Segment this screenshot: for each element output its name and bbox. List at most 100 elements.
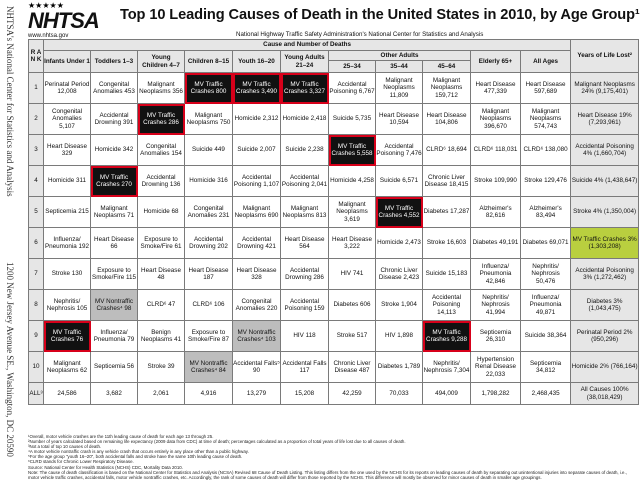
- rank-cell: 5: [28, 196, 44, 228]
- table-cell: Diabetes 1,789: [375, 351, 423, 383]
- table-cell: CLRD⁶ 18,694: [422, 134, 471, 166]
- table-row: 8 Nephritis/ Nephrosis 105 MV Nontraffic C…: [28, 289, 640, 321]
- table-cell: MV Traffic Crashes 800: [184, 72, 233, 104]
- table-cell: Homicide 2,418: [280, 103, 329, 135]
- table-cell: Stroke 1,904: [375, 289, 423, 321]
- footnote: ²Number of years calculated based on rem…: [28, 439, 406, 445]
- table-cell-total: 42,259: [328, 382, 376, 405]
- table-cell: HIV 741: [328, 258, 376, 290]
- table-cell: Heart Disease 564: [280, 227, 329, 259]
- table-cell: Congenital Anomalies 220: [232, 289, 281, 321]
- col-header-45-64: 45–64: [422, 60, 471, 73]
- table-cell: Heart Disease 10,594: [375, 103, 423, 135]
- rank-cell: 1: [28, 72, 44, 104]
- table-cell: Homicide 311: [43, 165, 91, 197]
- table-cell: MV Traffic Crashes 286: [137, 103, 185, 135]
- table-cell: Chronic Liver Disease 487: [328, 351, 376, 383]
- table-cell: Malignant Neoplasms 11,809: [375, 72, 423, 104]
- table-cell: Diabetes 49,191: [470, 227, 521, 259]
- table-row-all: ALL³ 24,586 3,682 2,061 4,916 13,279 15,208 42,…: [28, 382, 640, 405]
- table-cell: Accidental Poisoning 2,041: [280, 165, 329, 197]
- page-title: Top 10 Leading Causes of Death in the Un…: [120, 7, 640, 23]
- side-margin-text: NHTSA's National Center for Statistics a…: [0, 0, 22, 483]
- table-cell: Accidental Poisoning 3% (1,272,462): [570, 258, 640, 290]
- table-cell: Exposure to Smoke/Fire 87: [184, 320, 233, 352]
- table-cell: MV Nontraffic Crashes⁴ 84: [184, 351, 233, 383]
- table-cell: Diabetes 69,071: [519, 227, 572, 259]
- table-cell: Heart Disease 329: [43, 134, 91, 166]
- col-header-all-ages: All Ages: [519, 50, 572, 73]
- rank-cell: 7: [28, 258, 44, 290]
- table-row: 7 Stroke 130 Exposure to Smoke/Fire 115 Hea…: [28, 258, 640, 290]
- table-cell-total: 2,061: [137, 382, 185, 405]
- col-header-yll: Years of Life Lost²: [570, 39, 640, 73]
- table-cell: Perinatal Period 12,008: [43, 72, 91, 104]
- col-header-toddlers: Toddlers 1–3: [90, 50, 138, 73]
- col-header-infants: Infants Under 1: [43, 50, 91, 73]
- table-cell: Perinatal Period 2% (950,296): [570, 320, 640, 352]
- table-row: 10 Malignant Neoplasms 62 Septicemia 56 Str…: [28, 351, 640, 383]
- table-cell: Congenital Anomalies 154: [137, 134, 185, 166]
- table-body: 1 Perinatal Period 12,008 Congenital Anoma…: [28, 72, 640, 405]
- table-cell: Accidental Drowning 391: [90, 103, 138, 135]
- table-cell: Malignant Neoplasms 574,743: [519, 103, 572, 135]
- table-cell: Stroke 130: [43, 258, 91, 290]
- table-cell: Nephritis/ Nephrosis 7,304: [422, 351, 471, 383]
- table-cell: Nephritis/ Nephrosis 105: [43, 289, 91, 321]
- table-cell: Exposure to Smoke/Fire 61: [137, 227, 185, 259]
- col-header-youth: Youth 16–20: [232, 50, 281, 73]
- table-cell: Alzheimer's 82,616: [470, 196, 521, 228]
- table-cell: Influenza/ Pneumonia 192: [43, 227, 91, 259]
- table-cell-total: 4,916: [184, 382, 233, 405]
- table-cell: Accidental Falls 117: [280, 351, 329, 383]
- table-cell: Accidental Poisoning 159: [280, 289, 329, 321]
- table-cell: Diabetes 17,287: [422, 196, 471, 228]
- table-cell: Exposure to Smoke/Fire 115: [90, 258, 138, 290]
- rank-cell-all: ALL³: [28, 382, 44, 405]
- table-row: 5 Septicemia 215 Malignant Neoplasms 71 Hom…: [28, 196, 640, 228]
- col-header-young-children: Young Children 4–7: [137, 50, 185, 73]
- other-adults-header: Other Adults: [328, 50, 471, 61]
- table-cell: Homicide 68: [137, 196, 185, 228]
- table-cell: Congenital Anomalies 453: [90, 72, 138, 104]
- cause-header: Cause and Number of Deaths: [42, 39, 572, 51]
- table-cell: Accidental Poisoning 4% (1,660,704): [570, 134, 640, 166]
- table-cell: Stroke 129,476: [519, 165, 572, 197]
- col-header-35-44: 35–44: [375, 60, 423, 73]
- page-subtitle: National Highway Traffic Safety Administ…: [236, 31, 484, 38]
- side-text-org: NHTSA's National Center for Statistics a…: [5, 6, 15, 197]
- table-cell: Diabetes 3% (1,043,475): [570, 289, 640, 321]
- table-cell: Accidental Drowning 202: [184, 227, 233, 259]
- side-text-address: 1200 New Jersey Avenue SE., Washington, …: [5, 262, 15, 457]
- table-cell: Stroke 16,603: [422, 227, 471, 259]
- table-cell: Malignant Neoplasms 750: [184, 103, 233, 135]
- table-cell: Heart Disease 3,222: [328, 227, 376, 259]
- table-cell: Homicide 342: [90, 134, 138, 166]
- footnote: ⁵For the age group "youth 16–20", both a…: [28, 454, 243, 460]
- table-cell: Heart Disease 48: [137, 258, 185, 290]
- table-cell: Homicide 2,473: [375, 227, 423, 259]
- table-cell: Malignant Neoplasms 813: [280, 196, 329, 228]
- table-cell: Septicemia 56: [90, 351, 138, 383]
- table-cell: Influenza/ Pneumonia 49,871: [519, 289, 572, 321]
- table-cell-total: 15,208: [280, 382, 329, 405]
- footnotes: ¹Overall, motor vehicle crashes are the …: [28, 434, 634, 480]
- table-cell: Stroke 39: [137, 351, 185, 383]
- table-cell: Suicide 2,007: [232, 134, 281, 166]
- table-cell: Septicemia 34,812: [519, 351, 572, 383]
- table-cell: Accidental Poisoning 6,767: [328, 72, 376, 104]
- table-cell: MV Nontraffic Crashes⁴ 98: [90, 289, 138, 321]
- table-cell-total: 24,586: [43, 382, 91, 405]
- table-cell: Nephritis/ Nephrosis 50,476: [519, 258, 572, 290]
- col-header-children: Children 8–15: [184, 50, 233, 73]
- table-cell: Suicide 4% (1,438,647): [570, 165, 640, 197]
- table-cell: Hypertension Renal Disease 22,033: [470, 351, 521, 383]
- table-cell: Malignant Neoplasms 690: [232, 196, 281, 228]
- table-cell: Malignant Neoplasms 356: [137, 72, 185, 104]
- table-cell-total: 70,033: [375, 382, 423, 405]
- table-cell: CLRD⁶ 106: [184, 289, 233, 321]
- table-row: 2 Congenital Anomalies 5,107 Accidental Dr…: [28, 103, 640, 135]
- table-cell: Heart Disease 66: [90, 227, 138, 259]
- table-cell: Malignant Neoplasms 396,670: [470, 103, 521, 135]
- table-cell: CLRD⁶ 47: [137, 289, 185, 321]
